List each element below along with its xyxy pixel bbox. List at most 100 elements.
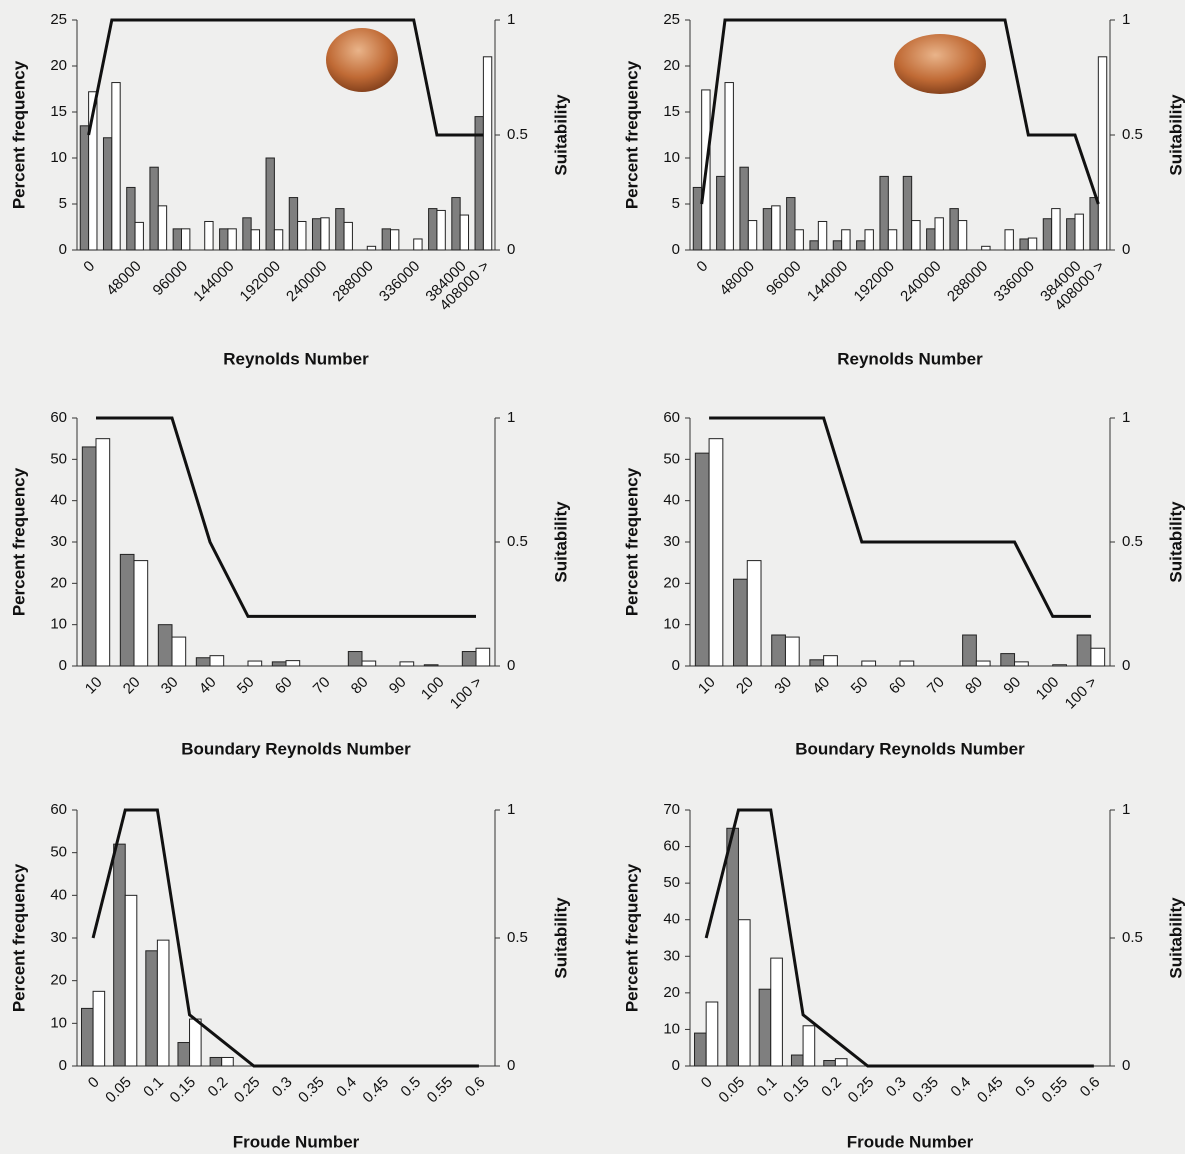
y-tick-label: 10 (50, 149, 67, 166)
y2-tick-label: 1 (507, 801, 515, 818)
bar (705, 1001, 719, 1067)
x-tick-label: 100 > (1062, 673, 1101, 712)
bar (156, 939, 170, 1067)
y-tick-label: 0 (672, 1057, 680, 1074)
bar (171, 636, 187, 667)
bar (790, 1054, 804, 1067)
bar (79, 125, 90, 251)
bar (119, 553, 135, 667)
x-tick-label: 100 (418, 674, 448, 704)
y-tick-label: 30 (663, 533, 680, 550)
x-tick-label: 0.4 (947, 1074, 974, 1101)
y-tick-label: 40 (663, 492, 680, 509)
x-tick-label: 0.3 (269, 1074, 296, 1101)
bar (1052, 664, 1067, 667)
bar (271, 661, 287, 667)
bar (739, 166, 749, 251)
bar (758, 988, 772, 1067)
y2-axis-label: Suitability (1166, 94, 1185, 176)
bar (786, 197, 796, 251)
x-tick-label: 0.25 (845, 1074, 878, 1107)
y-tick-label: 40 (50, 492, 67, 509)
y-axis-label: Percent frequency (622, 60, 641, 209)
y-tick-label: 30 (50, 533, 67, 550)
bar (762, 208, 773, 251)
y-axis-label: Percent frequency (9, 863, 28, 1012)
x-tick-label: 90 (1000, 674, 1024, 698)
bar (209, 655, 225, 667)
y-tick-label: 40 (50, 886, 67, 903)
bar (841, 229, 851, 251)
bar (899, 660, 915, 667)
y2-tick-label: 0 (507, 241, 515, 258)
bar (209, 1056, 223, 1067)
x-tick-label: 48000 (716, 258, 758, 300)
bar (1076, 634, 1092, 667)
bar (856, 240, 866, 251)
x-tick-label: 192000 (851, 258, 898, 305)
mussel-image (894, 34, 986, 94)
bar (482, 56, 493, 251)
y-tick-label: 0 (59, 657, 67, 674)
bar (1090, 647, 1106, 667)
bar (81, 446, 97, 667)
bar (726, 827, 739, 1067)
x-tick-label: 0.35 (909, 1074, 942, 1107)
y-tick-label: 20 (663, 574, 680, 591)
bar (297, 220, 307, 251)
y2-tick-label: 0 (1122, 657, 1130, 674)
x-tick-label: 0 (80, 258, 98, 276)
bar (145, 950, 158, 1067)
x-axis-label: Boundary Reynolds Number (795, 739, 1025, 758)
bar (817, 220, 828, 251)
bar (879, 175, 889, 251)
y2-tick-label: 1 (1122, 409, 1130, 426)
x-tick-label: 0.35 (295, 1074, 328, 1107)
bar (770, 957, 783, 1067)
x-tick-label: 100 (1033, 674, 1063, 704)
bar (157, 205, 168, 251)
bar (189, 1018, 202, 1067)
bar (771, 634, 786, 667)
y-tick-label: 5 (672, 195, 680, 212)
bar (111, 82, 121, 251)
x-tick-label: 0.45 (359, 1074, 392, 1107)
y-tick-label: 10 (50, 616, 67, 633)
x-axis-label: Reynolds Number (223, 349, 369, 368)
suitability-line (96, 416, 476, 618)
bar (133, 560, 149, 667)
bar (113, 843, 126, 1067)
bar (288, 197, 299, 251)
x-tick-label: 30 (158, 674, 182, 698)
y-axis-label: Percent frequency (622, 863, 641, 1012)
bar (737, 919, 751, 1067)
bar (1074, 213, 1084, 251)
suitability-line (87, 18, 484, 137)
x-tick-label: 100 > (447, 673, 486, 712)
y-tick-label: 10 (663, 1020, 680, 1037)
x-tick-label: 70 (310, 674, 334, 698)
bar (887, 229, 898, 251)
y2-tick-label: 0.5 (1122, 929, 1143, 946)
y2-tick-label: 0.5 (1122, 126, 1143, 143)
y2-axis-label: Suitability (1166, 897, 1185, 979)
y-tick-label: 20 (50, 972, 67, 989)
y-tick-label: 60 (663, 838, 680, 855)
x-axis-label: Froude Number (233, 1132, 360, 1151)
y-tick-label: 70 (663, 801, 680, 818)
x-tick-label: 0.45 (974, 1074, 1007, 1107)
y-tick-label: 20 (50, 574, 67, 591)
bar (934, 217, 944, 251)
bar (834, 1058, 848, 1067)
bar (694, 1032, 707, 1067)
x-tick-label: 96000 (763, 258, 805, 300)
y2-tick-label: 0.5 (507, 126, 528, 143)
x-tick-label: 0.2 (818, 1074, 845, 1101)
bar (1066, 218, 1076, 251)
bar (247, 660, 263, 667)
bar (692, 186, 703, 251)
bar (399, 661, 415, 667)
x-tick-label: 20 (733, 674, 757, 698)
y2-tick-label: 0.5 (507, 929, 528, 946)
bar (311, 218, 322, 251)
